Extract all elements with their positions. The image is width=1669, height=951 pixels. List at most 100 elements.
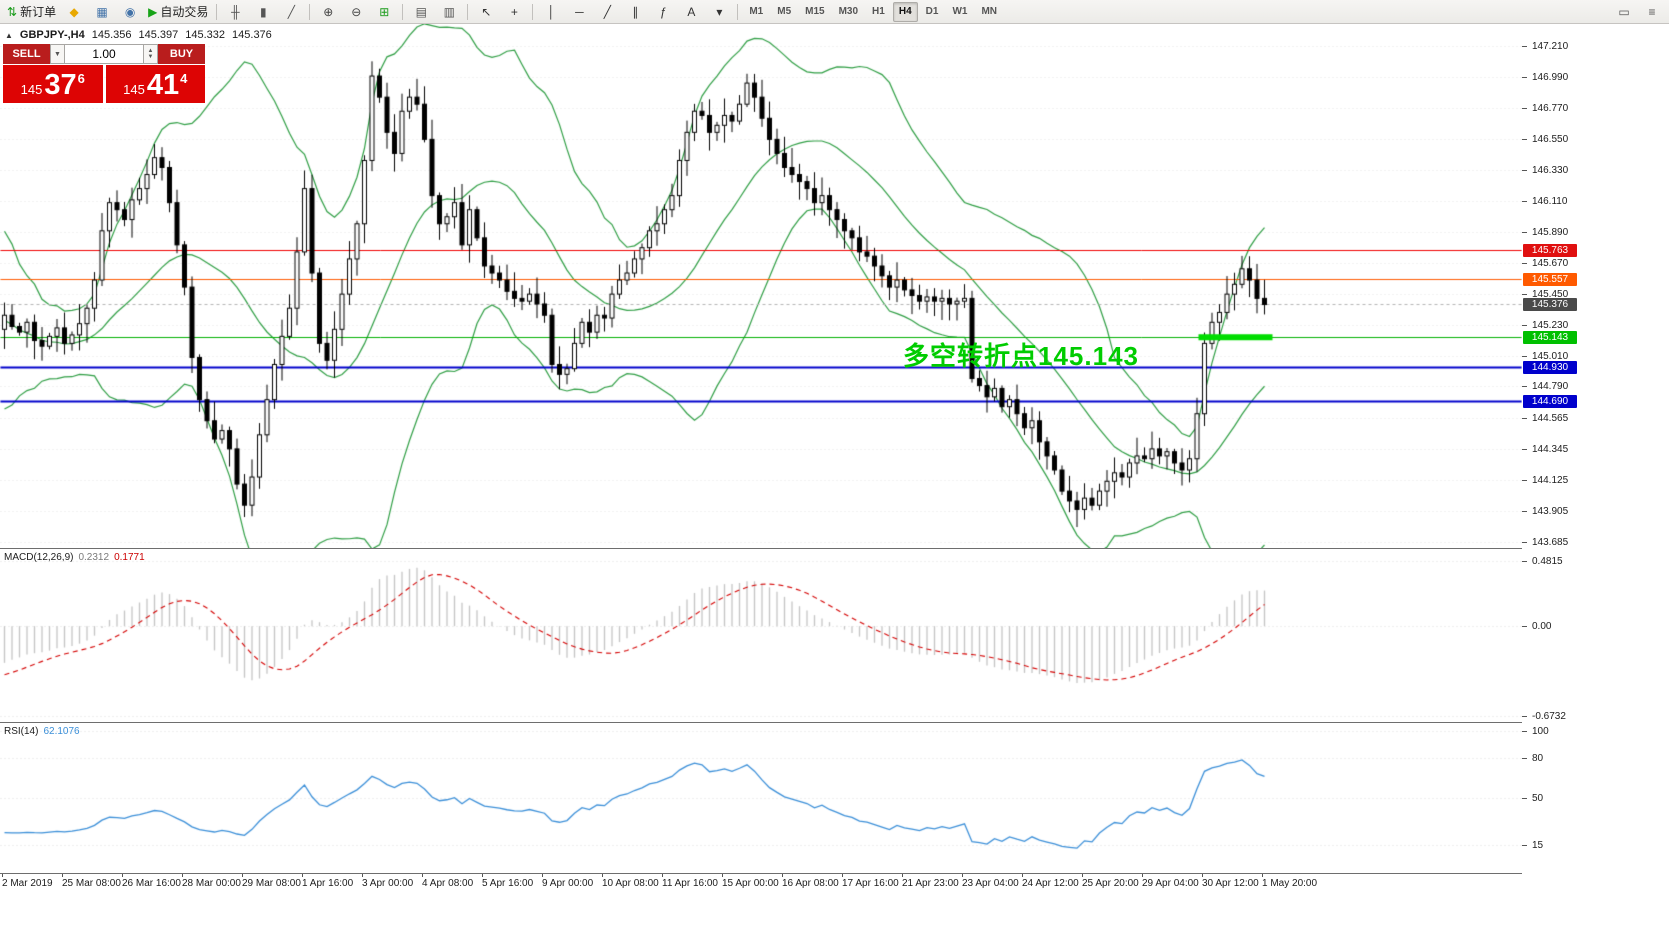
new-order-button-label: 新订单 (20, 5, 57, 19)
buy-price-big: 41 (146, 69, 180, 102)
panel-separator[interactable] (0, 548, 1669, 549)
axis-tick (1522, 324, 1527, 326)
time-axis-label: 29 Apr 04:00 (1142, 878, 1199, 889)
zoom-out-icon: ⊖ (351, 4, 362, 19)
axis-tick (1522, 231, 1527, 233)
sell-button[interactable]: SELL (3, 44, 50, 64)
price-tag: 144.690 (1523, 394, 1577, 408)
bar-open: 145.356 (91, 29, 132, 41)
time-axis-label: 21 Apr 23:00 (902, 878, 959, 889)
volume-stepper[interactable]: ▲ ▼ (143, 44, 158, 64)
toolbar-separator (737, 3, 739, 20)
zoom-in-button[interactable]: ⊕ (315, 1, 341, 23)
timeframe-mn[interactable]: MN (981, 5, 997, 17)
collapse-arrow-icon[interactable]: ▲ (5, 30, 13, 40)
timeframe-m5[interactable]: M5 (777, 5, 792, 17)
new-chart-icon: ▤ (415, 4, 427, 19)
market-button[interactable]: ◉ (117, 1, 143, 23)
cursor-button[interactable]: ↖ (473, 1, 499, 23)
bar-chart-button[interactable]: ╫ (222, 1, 248, 23)
zoom-out-button[interactable]: ⊖ (343, 1, 369, 23)
new-chart-button[interactable]: ▤ (408, 1, 434, 23)
timeframe-m30[interactable]: M30 (838, 5, 859, 17)
fibo-button[interactable]: ƒ (650, 1, 676, 23)
time-axis-label: 2 Mar 2019 (2, 878, 53, 889)
axis-tick (1522, 511, 1527, 512)
crosshair-button[interactable]: + (501, 1, 527, 23)
mql5-button[interactable]: ◆ (61, 1, 87, 23)
charts-button[interactable]: ▦ (89, 1, 115, 23)
timeframe-w1[interactable]: W1 (952, 5, 968, 17)
timeframe-h1[interactable]: H1 (872, 5, 885, 17)
axis-tick (1522, 107, 1527, 109)
volume-dropdown[interactable]: ▼ (50, 44, 65, 64)
rsi-axis-label: 100 (1532, 725, 1549, 737)
rsi-name: RSI(14) (4, 726, 39, 737)
draw-tools-button[interactable]: ▭ (1611, 1, 1637, 23)
time-tick (1262, 874, 1263, 877)
main-chart-canvas[interactable] (0, 24, 1522, 548)
arrows-button[interactable]: ▾ (706, 1, 732, 23)
price-axis-label: 146.110 (1532, 195, 1568, 207)
price-axis[interactable]: 147.210 146.990 146.770 146.550 146.330 146.1… (1522, 24, 1669, 892)
rsi-axis-label: 15 (1532, 839, 1544, 851)
price-tag: 144.930 (1523, 360, 1577, 374)
panel-separator[interactable] (0, 722, 1669, 723)
macd-panel-canvas[interactable] (0, 549, 1522, 721)
profiles-button[interactable]: ▥ (436, 1, 462, 23)
time-axis-label: 1 Apr 16:00 (302, 878, 354, 889)
price-tag: 145.376 (1523, 298, 1577, 312)
text-button[interactable]: A (678, 1, 704, 23)
toolbar-separator (467, 3, 469, 20)
time-tick (722, 874, 723, 877)
price-axis-label: 144.345 (1532, 444, 1569, 456)
hline-button[interactable]: ─ (566, 1, 592, 23)
buy-price-pip: 4 (180, 71, 188, 86)
toolbar-separator (216, 3, 218, 20)
timeframe-m15[interactable]: M15 (805, 5, 825, 17)
toolbar-separator (532, 3, 534, 20)
tile-windows-icon: ⊞ (379, 4, 390, 19)
sell-price-panel[interactable]: 145 37 6 (3, 65, 103, 103)
macd-axis-label: -0.6732 (1532, 711, 1566, 722)
timeframe-h4[interactable]: H4 (892, 1, 918, 22)
volume-input[interactable] (65, 44, 143, 64)
autotrade-button[interactable]: ▶ 自动交易 (145, 1, 211, 23)
candle-chart-button[interactable]: ▮ (250, 1, 276, 23)
fibo-icon: ƒ (659, 4, 667, 19)
axis-tick (1522, 200, 1527, 202)
autotrade-icon: ▶ (148, 4, 158, 19)
timeframe-m1[interactable]: M1 (749, 5, 764, 17)
hline-icon: ─ (575, 4, 584, 19)
time-axis-label: 28 Mar 00:00 (182, 878, 241, 889)
toolbar-left-group: ⇅ 新订单 ◆ ▦ ◉ ▶ 自动交易 ╫ ▮ ╱ ⊕ ⊖ ⊞ ▤ ▥ ↖ + │ ─ ╱ ∥ ƒ A ▾ (3, 0, 742, 23)
buy-button[interactable]: BUY (158, 44, 205, 64)
new-order-button[interactable]: ⇅ 新订单 (4, 1, 59, 23)
time-tick (62, 874, 63, 877)
window-menu-button[interactable]: ≡ (1639, 1, 1665, 23)
rsi-label: RSI(14) 62.1076 (4, 726, 80, 737)
channel-button[interactable]: ∥ (622, 1, 648, 23)
chevron-down-icon: ▼ (54, 50, 61, 58)
line-chart-button[interactable]: ╱ (278, 1, 304, 23)
time-axis-label: 25 Apr 20:00 (1082, 878, 1139, 889)
time-tick (842, 874, 843, 877)
trendline-button[interactable]: ╱ (594, 1, 620, 23)
vline-button[interactable]: │ (538, 1, 564, 23)
new-order-icon: ⇅ (7, 4, 18, 19)
timeframe-d1[interactable]: D1 (925, 5, 939, 17)
axis-tick (1522, 625, 1527, 627)
time-axis[interactable]: 2 Mar 2019 25 Mar 08:00 26 Mar 16:00 28 Mar… (0, 874, 1669, 894)
bar-high: 145.397 (138, 29, 179, 41)
price-axis-label: 144.565 (1532, 413, 1569, 425)
axis-tick (1522, 46, 1527, 47)
price-tag: 145.557 (1523, 272, 1577, 286)
tile-windows-button[interactable]: ⊞ (371, 1, 397, 23)
buy-price-panel[interactable]: 145 41 4 (105, 65, 205, 103)
toolbar-right-group: ▭ ≡ (1610, 0, 1666, 23)
bar-chart-icon: ╫ (231, 4, 240, 19)
macd-axis-label: 0.00 (1532, 620, 1552, 632)
time-tick (542, 874, 543, 877)
rsi-panel-canvas[interactable] (0, 723, 1522, 873)
